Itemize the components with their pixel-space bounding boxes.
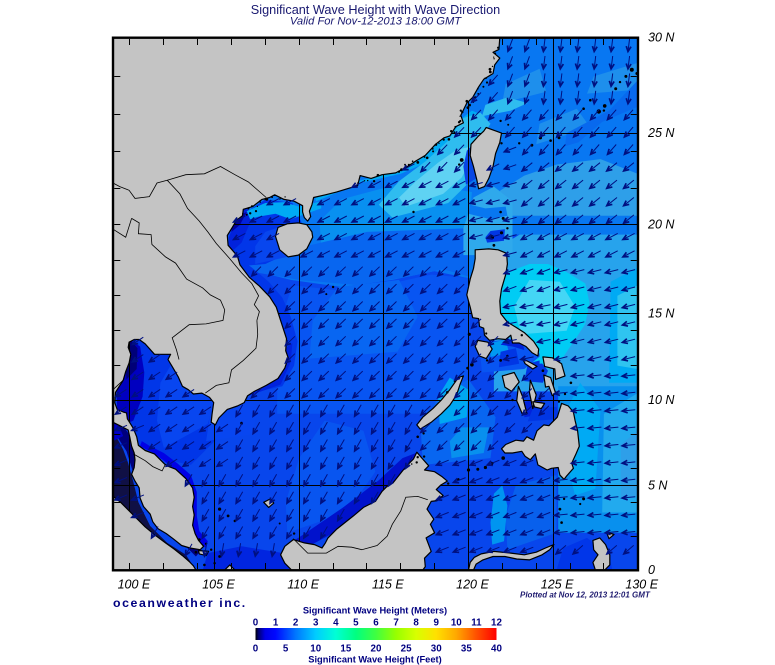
svg-text:25 N: 25 N [647,126,675,140]
svg-text:15 N: 15 N [648,306,675,320]
svg-text:125 E: 125 E [541,578,574,592]
svg-text:11: 11 [471,618,482,629]
svg-text:10 N: 10 N [648,393,675,407]
svg-text:Significant Wave Height (Meter: Significant Wave Height (Meters) [303,606,447,616]
svg-text:100 E: 100 E [118,578,151,592]
svg-text:40: 40 [491,644,502,655]
svg-text:3: 3 [313,618,319,629]
svg-text:35: 35 [461,644,472,655]
svg-text:oceanweather inc.: oceanweather inc. [113,596,247,610]
svg-text:8: 8 [413,618,419,629]
svg-text:Significant Wave Height with W: Significant Wave Height with Wave Direct… [251,3,500,17]
svg-text:20 N: 20 N [647,218,675,232]
svg-text:25: 25 [401,644,412,655]
svg-text:15: 15 [340,644,351,655]
svg-text:1: 1 [273,618,279,629]
svg-text:5: 5 [283,644,289,655]
svg-text:12: 12 [491,618,502,629]
svg-text:7: 7 [393,618,399,629]
svg-text:0: 0 [648,563,655,577]
svg-text:105 E: 105 E [202,578,235,592]
svg-text:10: 10 [310,644,321,655]
svg-text:30 N: 30 N [648,31,675,45]
svg-text:6: 6 [373,618,379,629]
svg-text:10: 10 [451,618,462,629]
svg-text:5: 5 [353,618,359,629]
svg-text:30: 30 [431,644,442,655]
svg-text:2: 2 [293,618,299,629]
svg-text:9: 9 [433,618,439,629]
svg-text:0: 0 [253,618,259,629]
svg-text:115 E: 115 E [372,578,404,592]
svg-text:Valid For Nov-12-2013 18:00 GM: Valid For Nov-12-2013 18:00 GMT [290,16,462,28]
svg-text:0: 0 [253,644,259,655]
svg-text:Plotted at Nov 12, 2013 12:01: Plotted at Nov 12, 2013 12:01 GMT [520,591,651,600]
svg-text:110 E: 110 E [287,578,319,592]
svg-text:130 E: 130 E [625,578,658,592]
svg-text:20: 20 [371,644,382,655]
svg-text:Significant Wave Height (Feet): Significant Wave Height (Feet) [308,655,441,665]
svg-text:5 N: 5 N [648,478,668,492]
svg-text:120 E: 120 E [456,578,489,592]
svg-text:4: 4 [333,618,339,629]
